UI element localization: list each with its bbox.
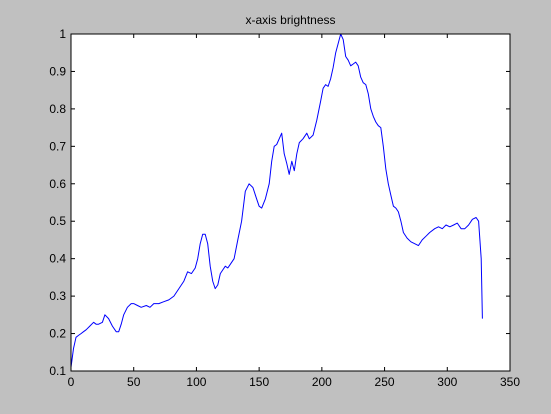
x-tick-label: 350 xyxy=(500,375,520,389)
y-tick-label: 0.2 xyxy=(49,327,66,341)
plot-layer xyxy=(70,33,483,368)
chart-title: x-axis brightness xyxy=(245,13,335,27)
y-tick-label: 1 xyxy=(59,27,66,41)
plot-frame xyxy=(70,33,511,372)
y-tick-label: 0.3 xyxy=(49,289,66,303)
y-axis: 0.1 0.2 0.3 0.4 0.5 0.6 0.7 0.8 0.9 1 xyxy=(49,27,510,378)
y-tick-label: 0.5 xyxy=(49,214,66,228)
x-tick-label: 250 xyxy=(375,375,395,389)
x-axis: 0 50 100 150 200 250 300 350 xyxy=(68,34,520,389)
x-tick-label: 100 xyxy=(186,375,206,389)
y-tick-label: 0.1 xyxy=(49,364,66,378)
x-tick-label: 0 xyxy=(68,375,75,389)
x-tick-label: 200 xyxy=(312,375,332,389)
y-tick-label: 0.9 xyxy=(49,64,66,78)
x-tick-label: 300 xyxy=(437,375,457,389)
y-tick-label: 0.8 xyxy=(49,102,66,116)
x-tick-label: 50 xyxy=(127,375,141,389)
y-tick-label: 0.7 xyxy=(49,139,66,153)
plot-area xyxy=(71,34,510,371)
series-line xyxy=(70,33,483,368)
x-tick-label: 150 xyxy=(249,375,269,389)
y-tick-label: 0.6 xyxy=(49,177,66,191)
y-tick-label: 0.4 xyxy=(49,252,66,266)
